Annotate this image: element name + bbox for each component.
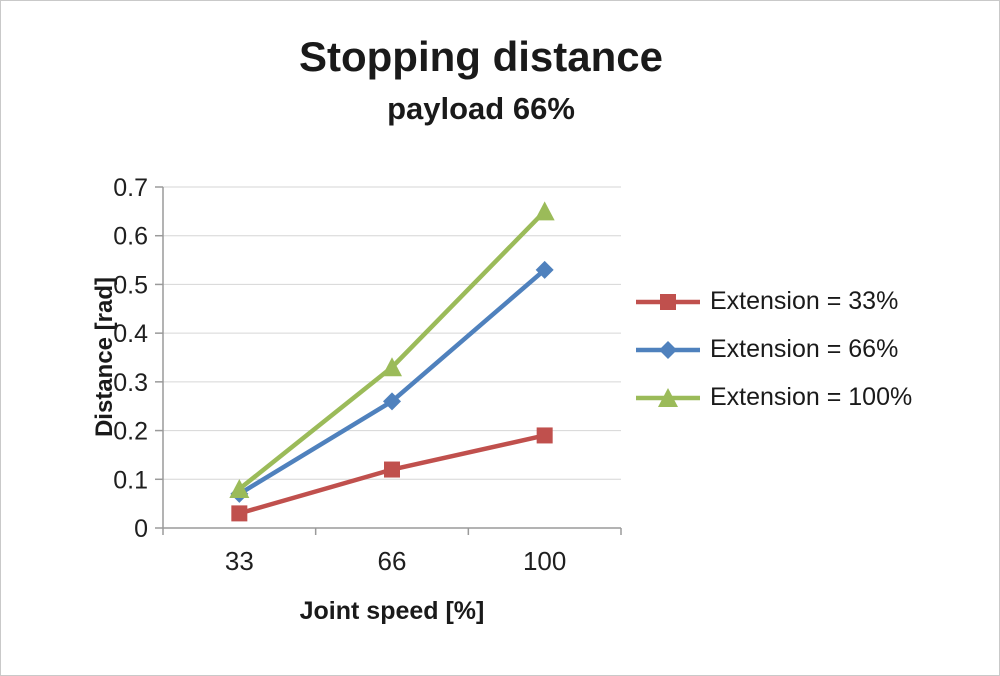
svg-text:0.3: 0.3: [113, 369, 148, 397]
svg-text:33: 33: [225, 546, 254, 576]
svg-text:0.6: 0.6: [113, 223, 148, 251]
chart-subtitle: payload 66%: [387, 91, 575, 126]
legend-label: Extension = 66%: [710, 335, 899, 363]
legend-marker-icon: [636, 293, 700, 310]
legend-label: Extension = 33%: [710, 287, 899, 315]
legend-item: Extension = 100%: [633, 383, 912, 412]
chart-title: Stopping distance: [298, 33, 663, 80]
legend-item: Extension = 33%: [633, 287, 912, 316]
svg-text:0: 0: [134, 515, 148, 543]
svg-text:66: 66: [378, 546, 407, 576]
svg-text:0.5: 0.5: [113, 271, 148, 299]
legend-marker-icon: [636, 340, 700, 359]
legend: Extension = 33% Extension = 66% Extension …: [633, 287, 912, 412]
svg-text:0.7: 0.7: [113, 174, 148, 202]
legend-marker-icon: [636, 387, 700, 407]
x-axis-title: Joint speed [%]: [299, 597, 485, 625]
legend-label: Extension = 100%: [710, 383, 913, 411]
svg-text:0.1: 0.1: [113, 466, 148, 494]
svg-text:0.4: 0.4: [113, 320, 148, 348]
legend-item: Extension = 66%: [633, 335, 912, 364]
svg-text:0.2: 0.2: [113, 418, 148, 446]
svg-text:100: 100: [523, 546, 566, 576]
